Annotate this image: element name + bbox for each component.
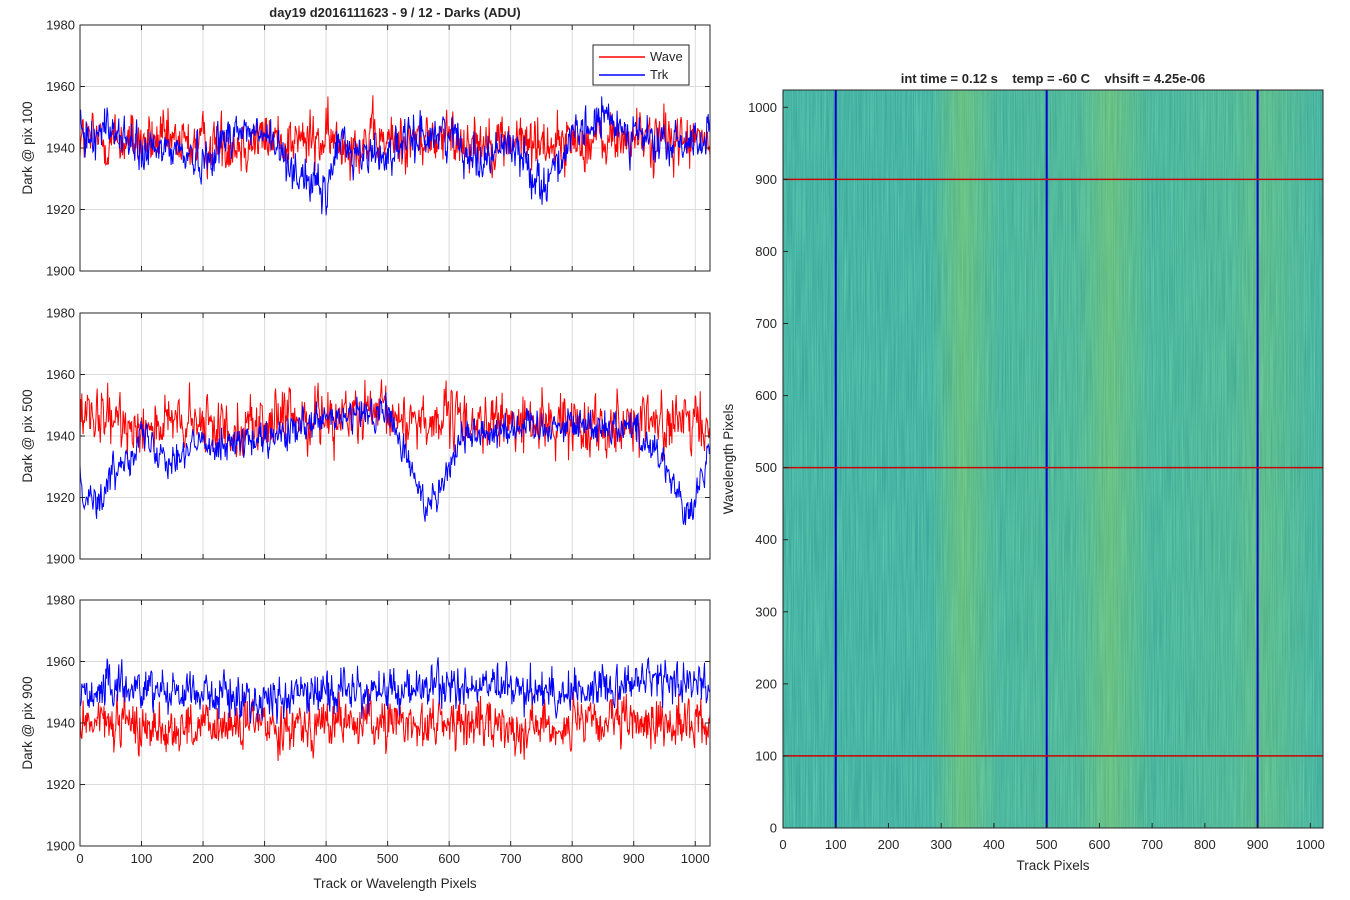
y-tick-label: 1940 [46, 716, 75, 731]
y-tick-label: 400 [755, 532, 777, 547]
x-tick-label: 500 [1036, 837, 1058, 852]
y-tick-label: 1940 [46, 429, 75, 444]
ylabel-panel-2: Dark @ pix 500 [20, 389, 35, 482]
y-tick-label: 300 [755, 604, 777, 619]
series-line-wave [79, 688, 711, 762]
y-tick-label: 500 [755, 460, 777, 475]
y-tick-label: 1900 [46, 264, 75, 279]
series-line-trk [79, 96, 711, 216]
ylabel-panel-3: Dark @ pix 900 [20, 676, 35, 769]
x-tick-label: 400 [315, 851, 337, 866]
figure-title: day19 d2016111623 - 9 / 12 - Darks (ADU) [269, 5, 520, 20]
series-line-trk [79, 656, 711, 724]
x-tick-label: 400 [983, 837, 1005, 852]
line-panel-pix-900: 0 100 200 300 400 500 600 700 800 900 1000 1900 1920… [46, 593, 711, 866]
x-tick-label: 0 [76, 851, 83, 866]
series-line-trk [79, 392, 711, 526]
line-panel-pix-500: 1900 1920 1940 1960 1980 [46, 306, 711, 567]
x-tick-label: 700 [500, 851, 522, 866]
x-tick-label: 1000 [1296, 837, 1325, 852]
heatmap-title: int time = 0.12 s temp = -60 C vhsift = … [901, 71, 1206, 86]
x-tick-label: 700 [1141, 837, 1163, 852]
xlabel-line-panels: Track or Wavelength Pixels [313, 876, 477, 891]
y-tick-label: 1940 [46, 141, 75, 156]
x-tick-label: 0 [779, 837, 786, 852]
y-tick-label: 1980 [46, 18, 75, 33]
y-tick-label: 100 [755, 748, 777, 763]
y-tick-label: 800 [755, 244, 777, 259]
y-tick-label: 0 [770, 821, 777, 836]
y-tick-label: 1920 [46, 490, 75, 505]
y-tick-label: 1960 [46, 79, 75, 94]
legend-label-trk: Trk [650, 67, 669, 82]
y-tick-label: 1920 [46, 777, 75, 792]
legend-label-wave: Wave [650, 49, 683, 64]
x-tick-label: 300 [930, 837, 952, 852]
x-tick-label: 800 [1194, 837, 1216, 852]
y-tick-label: 1920 [46, 202, 75, 217]
x-tick-label: 900 [623, 851, 645, 866]
x-tick-label: 300 [254, 851, 276, 866]
legend: Wave Trk [592, 44, 690, 86]
y-tick-label: 600 [755, 388, 777, 403]
x-tick-label: 600 [438, 851, 460, 866]
y-tick-label: 1900 [46, 839, 75, 854]
x-tick-label: 600 [1089, 837, 1111, 852]
xlabel-heatmap: Track Pixels [1016, 858, 1089, 873]
y-tick-label: 1980 [46, 306, 75, 321]
y-tick-label: 1980 [46, 593, 75, 608]
x-tick-label: 100 [825, 837, 847, 852]
y-tick-label: 1000 [748, 100, 777, 115]
x-tick-label: 200 [878, 837, 900, 852]
x-tick-label: 900 [1247, 837, 1269, 852]
heatmap-bright-bands [783, 90, 1323, 828]
x-tick-label: 800 [561, 851, 583, 866]
x-tick-label: 200 [192, 851, 214, 866]
x-tick-label: 500 [377, 851, 399, 866]
heatmap-frame [782, 89, 1324, 829]
x-tick-label: 1000 [681, 851, 710, 866]
ylabel-heatmap: Wavelength Pixels [721, 403, 736, 514]
ylabel-panel-1: Dark @ pix 100 [20, 101, 35, 194]
y-tick-label: 1900 [46, 552, 75, 567]
y-tick-label: 1960 [46, 654, 75, 669]
heatmap-panel: 0 100 200 300 400 500 600 700 800 900 1000 0 100 200 3… [748, 89, 1325, 852]
y-tick-label: 900 [755, 172, 777, 187]
y-tick-label: 200 [755, 676, 777, 691]
y-tick-label: 1960 [46, 367, 75, 382]
x-tick-label: 100 [131, 851, 153, 866]
y-tick-label: 700 [755, 316, 777, 331]
